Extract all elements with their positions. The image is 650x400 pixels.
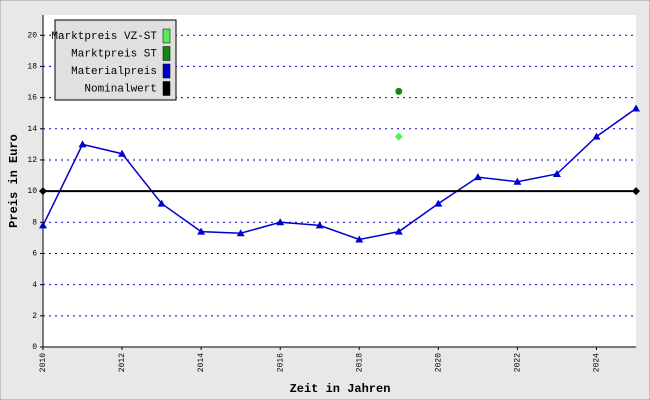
point: [78, 140, 87, 148]
y-tick-label: 2: [32, 312, 37, 321]
legend-label: Nominalwert: [84, 83, 157, 95]
x-tick-label: 2010: [39, 353, 48, 372]
x-tick-label: 2018: [355, 353, 364, 372]
y-tick-label: 10: [27, 187, 37, 196]
legend-label: Marktpreis VZ-ST: [51, 31, 157, 43]
y-axis-label: Preis in Euro: [7, 134, 21, 228]
series-line: [42, 107, 637, 241]
point: [315, 221, 324, 229]
point: [395, 87, 403, 95]
legend-label: Marktpreis ST: [71, 48, 157, 60]
x-tick-label: 2024: [593, 353, 602, 372]
point: [434, 199, 443, 207]
y-tick-label: 8: [32, 218, 37, 227]
point: [39, 221, 47, 229]
y-tick-label: 4: [32, 281, 37, 290]
legend-swatch: [162, 81, 171, 96]
x-tick-label: 2016: [276, 353, 285, 372]
point: [236, 229, 245, 237]
y-tick-label: 12: [27, 156, 37, 165]
x-tick-label: 2014: [197, 353, 206, 372]
y-tick-label: 18: [27, 63, 37, 72]
x-axis-label: Zeit in Jahren: [290, 382, 391, 396]
y-tick-label: 20: [27, 31, 37, 40]
point: [276, 218, 285, 226]
point: [197, 227, 206, 235]
point: [632, 187, 640, 196]
legend-swatch: [162, 28, 171, 44]
point: [355, 235, 364, 243]
x-tick-label: 2012: [118, 353, 127, 372]
y-tick-label: 16: [27, 94, 37, 103]
point: [118, 149, 127, 157]
point: [473, 173, 482, 181]
y-tick-label: 0: [32, 343, 37, 352]
legend-swatch: [162, 46, 171, 61]
point: [592, 132, 601, 140]
point: [552, 169, 561, 177]
y-tick-label: 6: [32, 250, 37, 259]
point: [394, 227, 403, 235]
y-tick-label: 14: [27, 125, 37, 134]
legend-box: [54, 19, 177, 101]
point: [39, 187, 47, 196]
legend-label: Materialpreis: [71, 66, 157, 78]
point: [394, 132, 403, 141]
point: [513, 177, 522, 185]
point: [632, 104, 640, 112]
point: [157, 199, 166, 207]
legend-swatch: [162, 63, 171, 79]
x-tick-label: 2020: [434, 353, 443, 372]
x-tick-label: 2022: [514, 353, 523, 372]
